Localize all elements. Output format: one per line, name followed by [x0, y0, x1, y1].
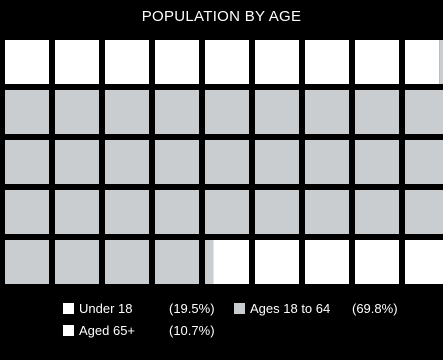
legend-percent-ages-18-64: (69.8%) [352, 300, 398, 316]
waffle-cell-aged-65 [305, 240, 349, 284]
waffle-cell-ages-18-64 [355, 140, 399, 184]
legend-label-ages-18-64: Ages 18 to 64 [250, 300, 331, 316]
waffle-cell-ages-18-64 [5, 90, 49, 134]
waffle-cell-ages-18-64 [55, 90, 99, 134]
waffle-cell-ages-18-64 [205, 140, 249, 184]
waffle-cell-ages-18-64 [155, 190, 199, 234]
legend-percent-aged-65: (10.7%) [169, 322, 215, 338]
waffle-cell-ages-18-64 [355, 90, 399, 134]
waffle-cell-ages-18-64 [5, 140, 49, 184]
legend-percent-under-18: (19.5%) [169, 300, 215, 316]
waffle-cell-ages-18-64 [155, 90, 199, 134]
waffle-cell-under-18 [205, 40, 249, 84]
legend-swatch-under-18 [63, 302, 74, 314]
legend-swatch-ages-18-64 [234, 302, 245, 314]
waffle-cell-ages-18-64 [255, 90, 299, 134]
waffle-cell-ages-18-64 [5, 240, 49, 284]
waffle-cell-under-18 [5, 40, 49, 84]
waffle-cell-ages-18-64 [439, 40, 443, 84]
waffle-cell-aged-65 [355, 240, 399, 284]
waffle-cell-aged-65 [405, 240, 443, 284]
waffle-cell-ages-18-64 [55, 140, 99, 184]
waffle-cell-ages-18-64 [55, 240, 99, 284]
waffle-cell-ages-18-64 [105, 190, 149, 234]
waffle-cell-under-18 [405, 40, 440, 84]
chart-title: POPULATION BY AGE [141, 8, 302, 25]
waffle-cell-ages-18-64 [105, 90, 149, 134]
waffle-cell-ages-18-64 [205, 240, 214, 284]
waffle-cell-under-18 [55, 40, 99, 84]
waffle-cell-under-18 [105, 40, 149, 84]
waffle-chart [5, 40, 443, 284]
waffle-cell-ages-18-64 [105, 240, 149, 284]
legend-label-aged-65: Aged 65+ [79, 322, 136, 338]
waffle-cell-ages-18-64 [305, 90, 349, 134]
waffle-cell-ages-18-64 [405, 190, 443, 234]
legend-swatch-aged-65 [63, 324, 74, 336]
waffle-cell-ages-18-64 [155, 240, 199, 284]
waffle-cell-ages-18-64 [205, 190, 249, 234]
waffle-cell-under-18 [155, 40, 199, 84]
waffle-cell-aged-65 [255, 240, 299, 284]
waffle-cell-ages-18-64 [105, 140, 149, 184]
legend-item-ages-18-64: Ages 18 to 64 (69.8%) [234, 300, 398, 316]
waffle-cell-ages-18-64 [5, 190, 49, 234]
waffle-cell-aged-65 [213, 240, 249, 284]
waffle-cell-ages-18-64 [305, 190, 349, 234]
waffle-cell-ages-18-64 [405, 90, 443, 134]
waffle-cell-under-18 [355, 40, 399, 84]
waffle-cell-ages-18-64 [305, 140, 349, 184]
waffle-cell-ages-18-64 [155, 140, 199, 184]
waffle-cell-ages-18-64 [255, 190, 299, 234]
waffle-cell-under-18 [255, 40, 299, 84]
waffle-cell-ages-18-64 [255, 140, 299, 184]
legend-item-under-18: Under 18 (19.5%) [63, 300, 215, 316]
waffle-cell-ages-18-64 [405, 140, 443, 184]
legend-label-under-18: Under 18 [79, 300, 133, 316]
waffle-cell-ages-18-64 [355, 190, 399, 234]
waffle-cell-ages-18-64 [205, 90, 249, 134]
waffle-cell-ages-18-64 [55, 190, 99, 234]
legend-item-aged-65: Aged 65+ (10.7%) [63, 322, 215, 338]
waffle-cell-under-18 [305, 40, 349, 84]
